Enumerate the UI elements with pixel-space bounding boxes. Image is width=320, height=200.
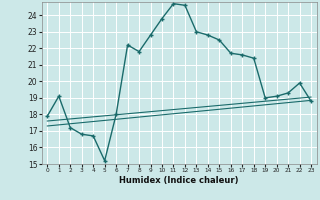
X-axis label: Humidex (Indice chaleur): Humidex (Indice chaleur) <box>119 176 239 185</box>
